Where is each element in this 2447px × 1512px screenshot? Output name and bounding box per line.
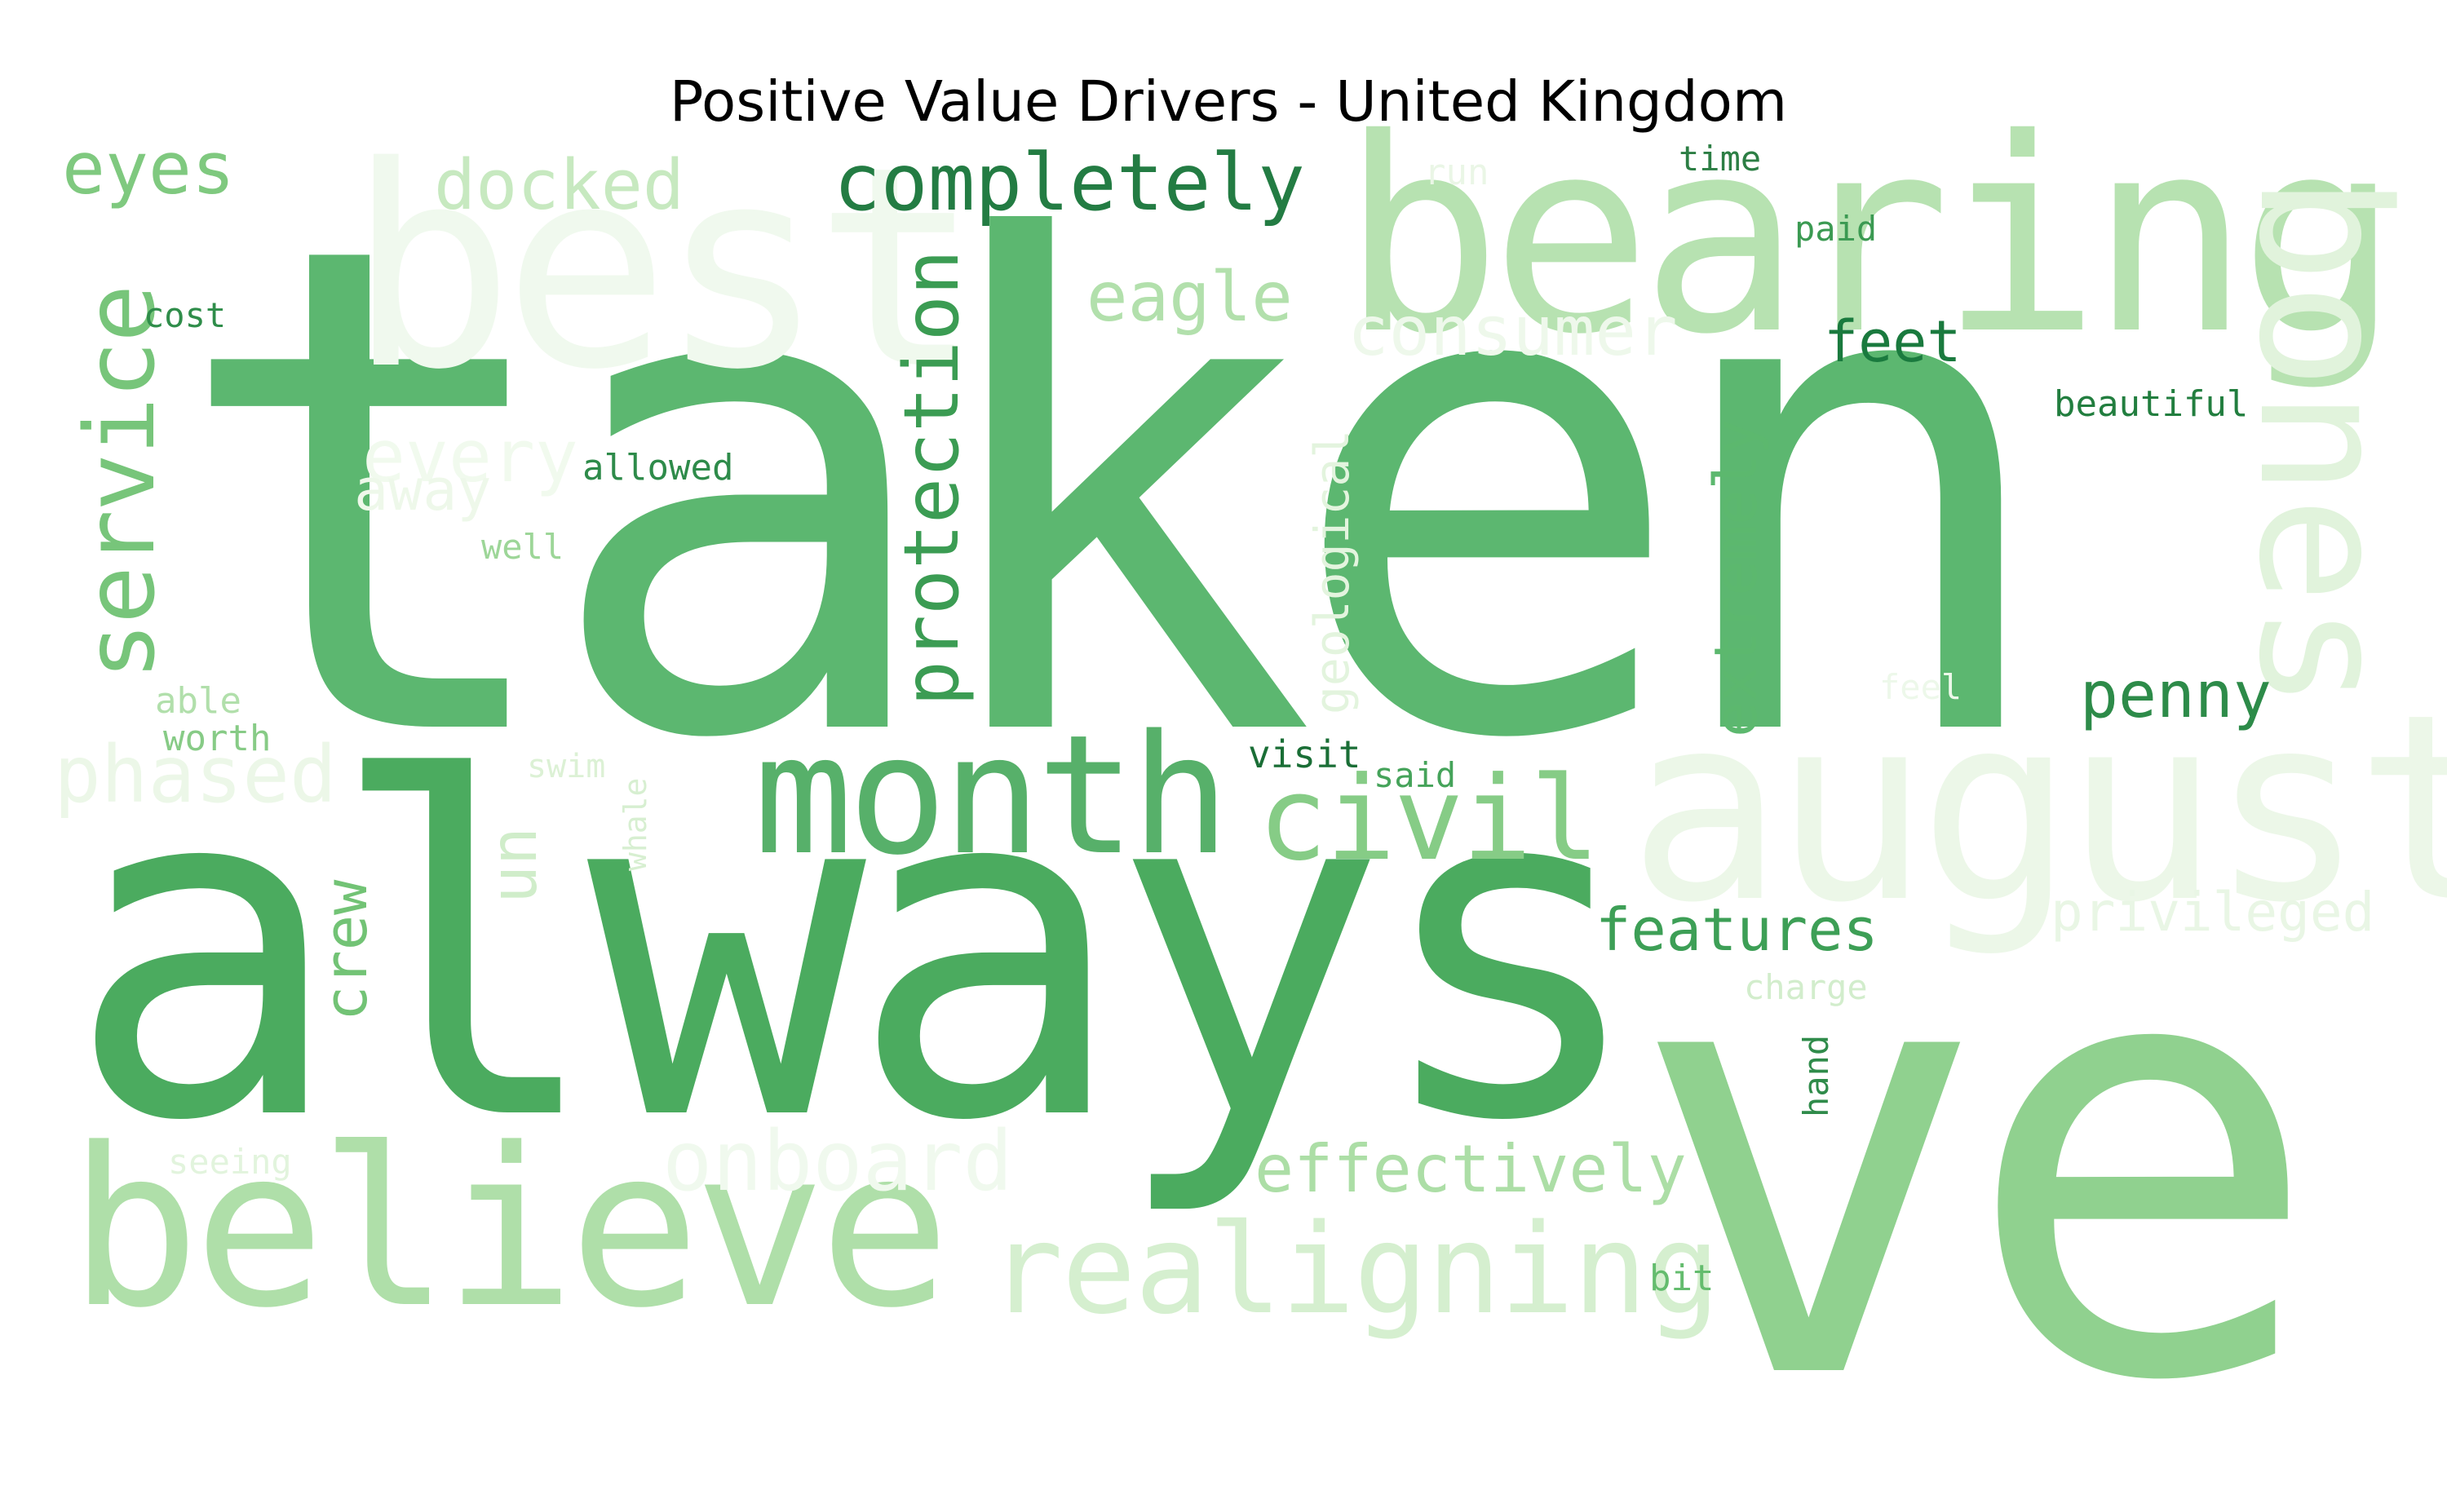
word-allowed: allowed [582, 447, 734, 489]
word-eagle: eagle [1086, 257, 1293, 337]
word-civil: civil [1258, 752, 1600, 886]
word-well: well [481, 527, 564, 567]
word-privileged: privileged [2051, 881, 2375, 944]
word-ve: ve [1628, 813, 2323, 1512]
word-realigning: realigning [989, 1197, 1720, 1342]
word-effectively: effectively [1254, 1131, 1687, 1207]
word-feel: feel [1879, 667, 1962, 707]
word-penny: penny [2080, 659, 2272, 732]
word-august: august [1628, 659, 2447, 959]
word-consumer: consumer [1347, 291, 1678, 371]
word-said: said [1374, 755, 1457, 795]
word-time: time [1679, 139, 1762, 179]
word-seeing: seeing [168, 1142, 292, 1182]
word-always: always [65, 683, 1649, 1222]
word-bones: bones [2219, 175, 2426, 711]
word-phased: phased [54, 729, 337, 820]
word-cost: cost [144, 295, 227, 335]
word-onboard: onboard [662, 1113, 1013, 1210]
word-month: month [754, 699, 1230, 891]
word-charge: charge [1744, 967, 1868, 1007]
word-away: away [354, 457, 492, 524]
word-believe: believe [69, 1102, 950, 1356]
word-cloud: taken always ve bearing best august beli… [54, 82, 2447, 1512]
word-geological: geological [1304, 429, 1360, 714]
word-features: features [1595, 895, 1878, 964]
word-able: able [155, 680, 241, 722]
word-crew: crew [312, 879, 380, 1021]
word-service: service [64, 285, 176, 680]
word-completely: completely [834, 137, 1305, 228]
word-bit: bit [1649, 1258, 1715, 1299]
word-worth: worth [163, 718, 272, 759]
word-whale: whale [617, 777, 653, 871]
word-best: best [347, 108, 981, 431]
word-bearing: bearing [1341, 82, 2400, 393]
word-beautiful: beautiful [2054, 383, 2249, 425]
word-every: every [362, 414, 578, 498]
word-run: run [1424, 152, 1489, 193]
word-extremely: extremely [1701, 418, 1770, 737]
word-un: un [478, 827, 551, 904]
word-feet: feet [1824, 308, 1962, 375]
word-swim: swim [527, 748, 606, 785]
word-visit: visit [1248, 732, 1361, 776]
word-taken: taken [168, 104, 2060, 886]
word-hand: hand [1796, 1034, 1836, 1117]
word-protection: protection [887, 250, 976, 706]
word-eyes: eyes [62, 126, 235, 210]
word-docked: docked [434, 145, 685, 226]
chart-title: Positive Value Drivers - United Kingdom [669, 69, 1788, 135]
word-paid: paid [1794, 209, 1878, 249]
